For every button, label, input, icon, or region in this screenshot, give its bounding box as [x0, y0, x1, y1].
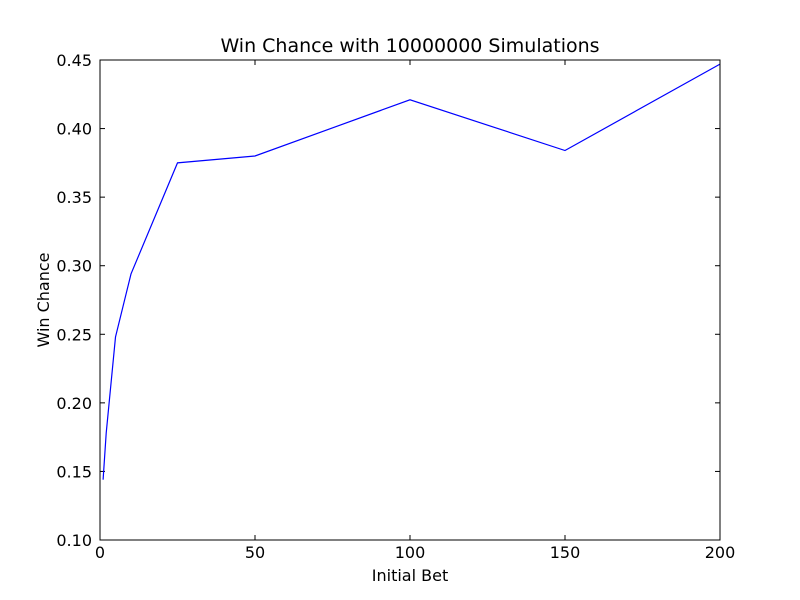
y-tick-label: 0.10 — [56, 531, 92, 550]
x-tick-label: 200 — [705, 543, 736, 562]
y-tick-label: 0.35 — [56, 188, 92, 207]
x-tick-label: 150 — [550, 543, 581, 562]
y-tick-label: 0.20 — [56, 394, 92, 413]
y-tick-label: 0.40 — [56, 120, 92, 139]
y-tick-label: 0.15 — [56, 462, 92, 481]
x-tick-label: 0 — [95, 543, 105, 562]
plot-group — [102, 63, 721, 480]
x-tick-label: 100 — [395, 543, 426, 562]
tick-group: 0 50 100 150 200 0.10 0.15 0.20 0.25 0.30 0.35 0.40… — [56, 51, 735, 562]
series-line — [102, 63, 721, 480]
x-tick-label: 50 — [245, 543, 265, 562]
y-tick-label: 0.30 — [56, 257, 92, 276]
plot-frame — [99, 59, 721, 541]
y-tick-label: 0.25 — [56, 325, 92, 344]
x-axis-label: Initial Bet — [372, 566, 448, 585]
chart-title: Win Chance with 10000000 Simulations — [220, 35, 599, 57]
y-tick-label: 0.45 — [56, 51, 92, 70]
y-axis-label: Win Chance — [34, 252, 53, 347]
